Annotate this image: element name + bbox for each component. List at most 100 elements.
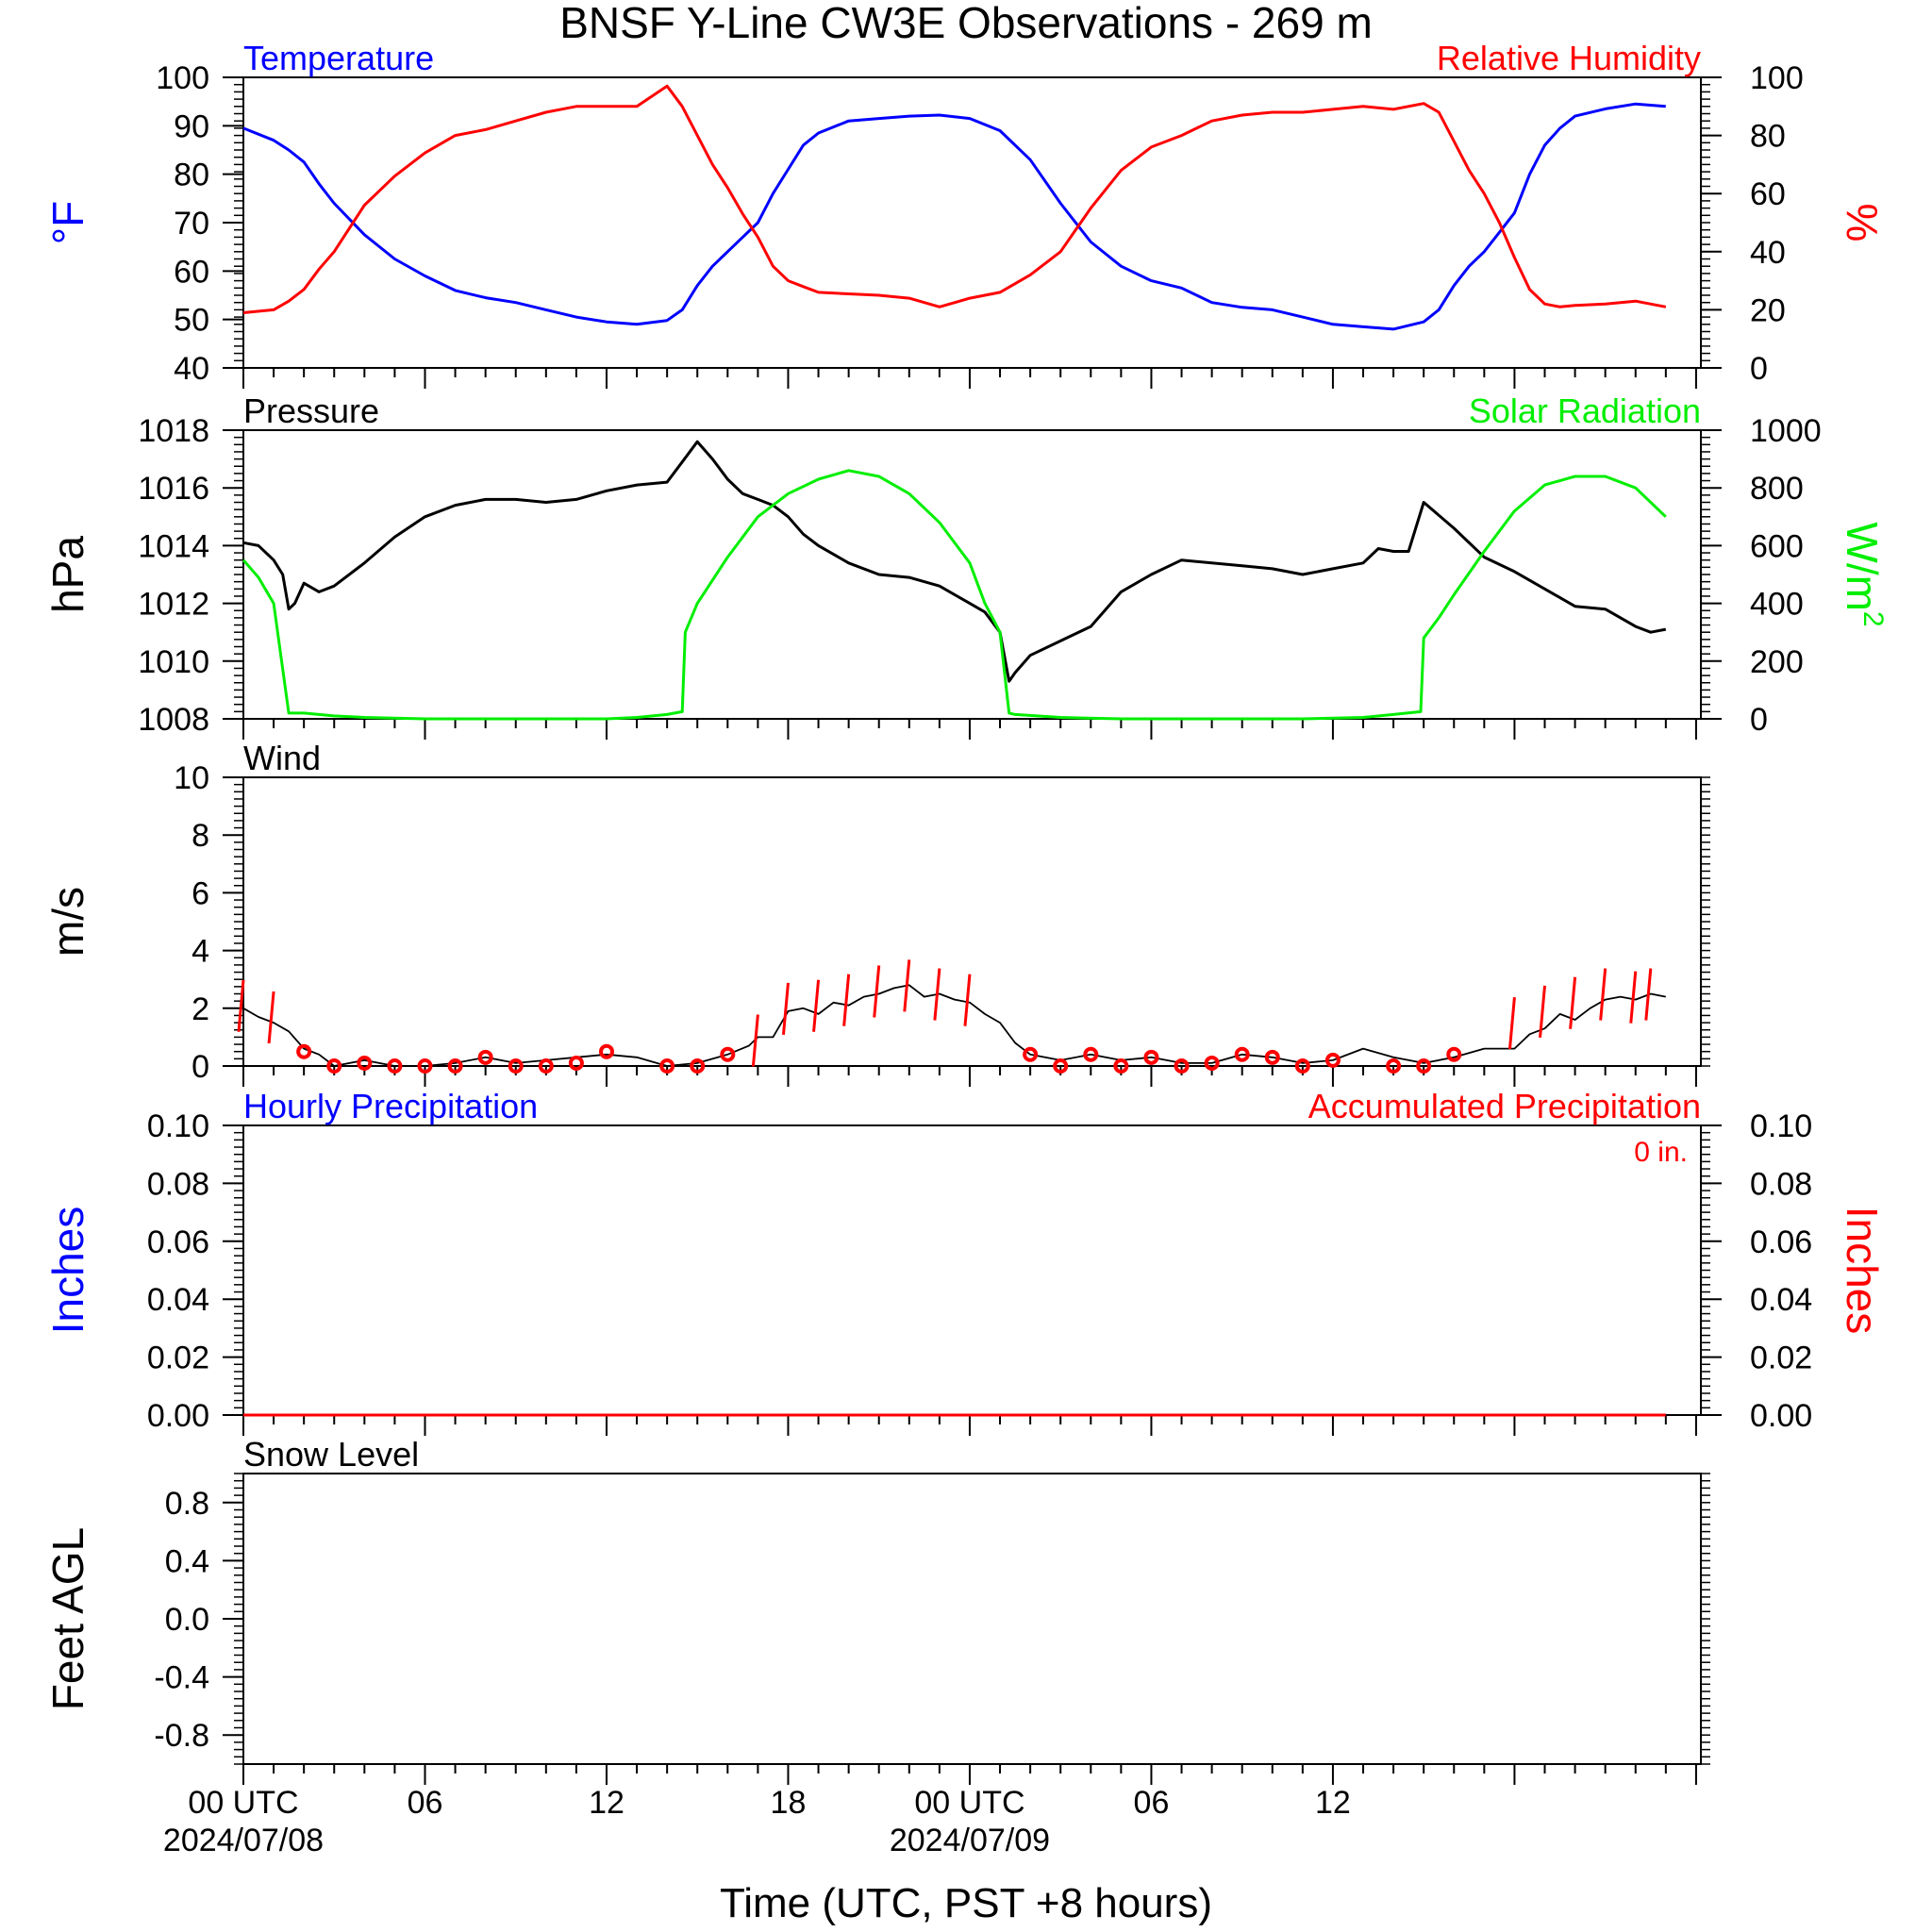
panel-left-title: Wind [243, 739, 321, 777]
series-line-solar-radiation [242, 469, 1667, 721]
y-right-axis-label-base: W/m [1838, 522, 1887, 611]
y-left-tick-label: 0.0 [165, 1602, 209, 1638]
y-left-tick-label: 40 [174, 351, 209, 387]
y-left-tick-label: 8 [192, 818, 209, 854]
y-left-tick-label: 70 [174, 206, 209, 242]
y-right-tick-label: 40 [1750, 235, 1786, 271]
panel-temperature-humidity: 40 50 60 70 80 90 100 0 20 40 60 80 100 Temperature Re… [43, 39, 1887, 389]
wind-calm-circle [1416, 1058, 1432, 1074]
wind-calm-circle [1234, 1046, 1250, 1062]
wind-calm-circle [659, 1058, 675, 1074]
wind-calm-circle [1264, 1049, 1280, 1065]
wind-calm-circle [387, 1058, 403, 1074]
panel-left-title: Snow Level [243, 1435, 419, 1474]
wind-calm-circle [326, 1058, 342, 1074]
x-tick-label: 06 [1134, 1785, 1170, 1821]
wind-barb [812, 979, 821, 1032]
y-right-tick-label: 200 [1750, 644, 1804, 680]
panel-frame [242, 429, 1702, 720]
wind-calm-circle [417, 1058, 433, 1074]
wind-calm-circle [1113, 1058, 1129, 1074]
series-line-relative-humidity [242, 84, 1667, 314]
y-right-tick-label: 800 [1750, 471, 1804, 507]
wind-barb [267, 991, 275, 1044]
y-right-tick-label: 600 [1750, 528, 1804, 564]
y-right-axis-label: W/m2 [1838, 522, 1889, 626]
accumulated-total-label: 0 in. [1634, 1137, 1688, 1168]
x-tick-label: 12 [589, 1785, 625, 1821]
y-right-tick-label: 0.10 [1750, 1108, 1812, 1144]
y-right-tick-label: 20 [1750, 292, 1786, 328]
y-left-tick-label: 2 [192, 991, 209, 1027]
y-left-tick-label: 4 [192, 934, 209, 970]
x-axis-title: Time (UTC, PST +8 hours) [720, 1880, 1212, 1926]
wind-calm-circle [296, 1043, 312, 1059]
panel-frame [242, 776, 1702, 1067]
x-tick-label: 12 [1315, 1785, 1351, 1821]
wind-calm-circle [598, 1043, 614, 1059]
y-left-tick-label: 10 [174, 760, 209, 796]
wind-calm-circle [1143, 1049, 1159, 1065]
y-right-tick-label: 60 [1750, 176, 1786, 212]
x-tick-label: 18 [771, 1785, 807, 1821]
panel-wind: 0 2 4 6 8 10 Wind m/s [43, 739, 1710, 1087]
y-right-tick-label: 100 [1750, 60, 1804, 96]
y-left-tick-label: 1016 [138, 471, 209, 507]
wind-barb [903, 959, 911, 1012]
y-left-axis-label: m/s [43, 887, 92, 957]
panel-frame [242, 1473, 1702, 1765]
wind-calm-circle [447, 1058, 463, 1074]
y-left-tick-label: 1010 [138, 644, 209, 680]
y-right-tick-label: 0.02 [1750, 1341, 1812, 1376]
y-left-tick-label: 6 [192, 875, 209, 911]
wind-calm-circle [568, 1055, 584, 1071]
y-left-tick-label: 0.08 [147, 1166, 209, 1202]
x-tick-label: 00 UTC [188, 1785, 298, 1821]
wind-calm-circle [1386, 1058, 1402, 1074]
wind-barb [873, 965, 881, 1018]
x-tick-label: 00 UTC [914, 1785, 1024, 1821]
wind-barb [1629, 971, 1638, 1024]
wind-barb [1569, 976, 1577, 1029]
y-left-tick-label: 100 [156, 60, 209, 96]
panel-left-title: Pressure [243, 391, 379, 430]
panel-left-title: Temperature [243, 39, 434, 77]
y-left-axis-label: °F [43, 201, 92, 245]
panel-left-title: Hourly Precipitation [243, 1087, 538, 1125]
wind-calm-circle [720, 1046, 736, 1062]
wind-barb [751, 1014, 759, 1067]
y-right-axis-label: Inches [1838, 1207, 1887, 1335]
y-right-tick-label: 0.08 [1750, 1166, 1812, 1202]
y-left-tick-label: -0.8 [154, 1718, 209, 1754]
wind-calm-circle [690, 1058, 706, 1074]
panel-frame [242, 1124, 1702, 1416]
wind-calm-circle [1083, 1046, 1099, 1062]
wind-calm-circle [1023, 1046, 1039, 1062]
wind-calm-circle [1294, 1058, 1310, 1074]
y-right-axis-label-superscript: 2 [1857, 611, 1889, 627]
y-right-tick-label: 0 [1750, 351, 1768, 387]
y-left-tick-label: 0.8 [165, 1486, 209, 1522]
y-left-tick-label: 0.02 [147, 1341, 209, 1376]
y-left-tick-label: 60 [174, 254, 209, 290]
panel-right-title: Solar Radiation [1469, 391, 1701, 430]
wind-barb [1599, 968, 1607, 1021]
wind-calm-circle [1053, 1058, 1069, 1074]
wind-calm-circle [1174, 1058, 1190, 1074]
y-left-tick-label: 80 [174, 158, 209, 193]
wind-calm-circle [1324, 1052, 1341, 1068]
y-left-tick-label: 90 [174, 108, 209, 144]
x-tick-label: 06 [408, 1785, 443, 1821]
wind-calm-circle [357, 1055, 373, 1071]
panel-precipitation: 0.00 0.02 0.04 0.06 0.08 0.10 0.00 0.02 0.04 0.06… [43, 1087, 1887, 1436]
wind-calm-circle [1446, 1046, 1462, 1062]
series-line-pressure [242, 440, 1667, 683]
panel-snow-level: -0.8 -0.4 0.0 0.4 0.8 Snow Level Feet AGL [43, 1435, 1710, 1785]
y-left-tick-label: 1014 [138, 528, 209, 564]
y-right-tick-label: 400 [1750, 587, 1804, 623]
wind-barb [963, 974, 972, 1026]
x-tick-date: 2024/07/08 [163, 1823, 324, 1858]
y-left-tick-label: 1018 [138, 413, 209, 449]
wind-calm-circle [508, 1058, 524, 1074]
